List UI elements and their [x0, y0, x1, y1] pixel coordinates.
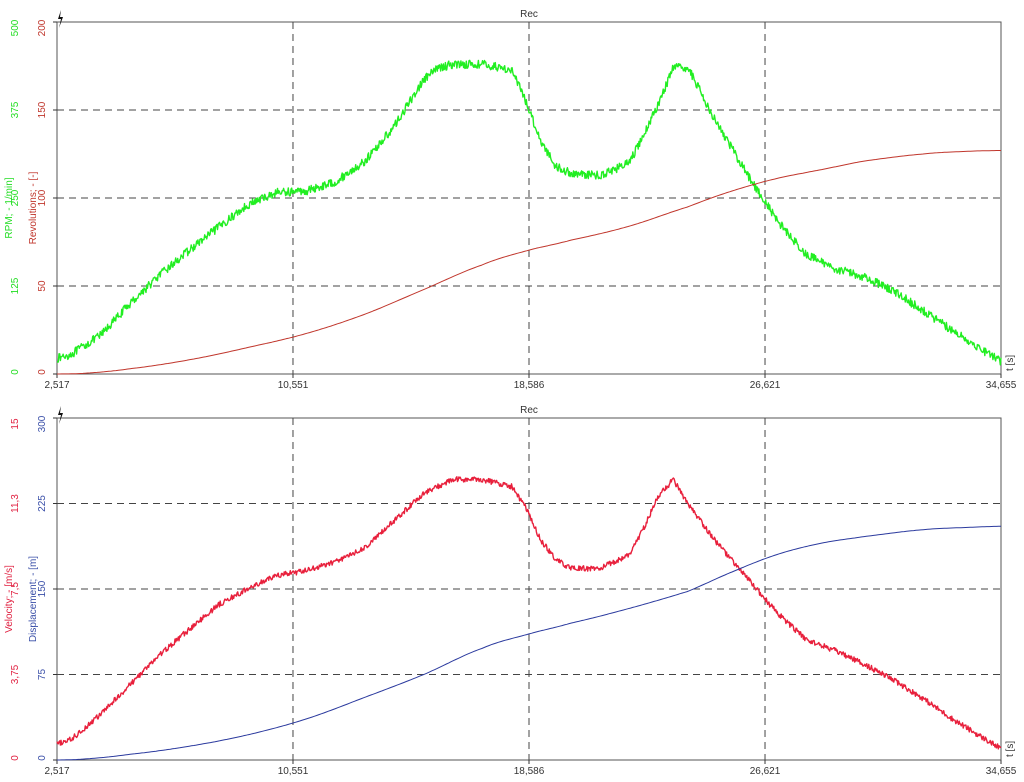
y-tick-label: 100	[37, 189, 48, 206]
y-tick-label: 200	[37, 19, 48, 36]
y-tick-label: 150	[37, 580, 48, 597]
chart-title: Rec	[520, 405, 538, 416]
y-tick-label: 0	[10, 369, 21, 375]
y-tick-label: 0	[37, 755, 48, 761]
x-tick-label: 2,517	[44, 380, 69, 391]
y-tick-label: 7,5	[10, 582, 21, 596]
series-line-2	[57, 150, 1001, 375]
x-axis-label: t [s]	[1005, 741, 1016, 757]
series-line-1	[56, 476, 1002, 750]
range-marker-icon[interactable]	[58, 10, 63, 28]
y-tick-label: 0	[37, 369, 48, 375]
y-tick-label: 0	[10, 755, 21, 761]
y-tick-label: 500	[10, 19, 21, 36]
x-tick-label: 26,621	[750, 380, 781, 391]
y-tick-label: 75	[37, 669, 48, 681]
chart-panel-2: Rec 2,517 10,551 18,586 26,621 34,655 t [s] 0 3,…	[4, 405, 1017, 777]
y-tick-label: 11,3	[10, 494, 21, 513]
x-axis-label: t [s]	[1005, 355, 1016, 371]
y-axis-label: Displacement; - [m]	[28, 556, 39, 642]
y-axis-label: Velocity; - [m/s]	[4, 565, 15, 633]
chart-title: Rec	[520, 9, 538, 20]
x-tick-label: 2,517	[44, 766, 69, 777]
y-axis-label: RPM; - 1/min]	[4, 177, 15, 238]
x-tick-label: 18,586	[514, 380, 545, 391]
x-tick-label: 18,586	[514, 766, 545, 777]
series-line-2	[57, 525, 1001, 761]
y-axis-label: Revolutions; - [-]	[28, 171, 39, 244]
y-tick-label: 3,75	[10, 664, 21, 684]
y-tick-label: 150	[37, 101, 48, 118]
y-tick-label: 125	[10, 277, 21, 294]
y-tick-label: 225	[37, 495, 48, 512]
grid	[57, 418, 1001, 760]
y-tick-label: 250	[10, 189, 21, 206]
y-tick-label: 50	[37, 280, 48, 292]
x-tick-label: 34,655	[986, 380, 1017, 391]
x-tick-label: 10,551	[278, 766, 309, 777]
x-tick-label: 26,621	[750, 766, 781, 777]
y-tick-label: 15	[10, 418, 21, 430]
y-tick-label: 300	[37, 415, 48, 432]
x-tick-label: 34,655	[986, 766, 1017, 777]
x-tick-label: 10,551	[278, 380, 309, 391]
range-marker-icon[interactable]	[58, 406, 63, 424]
chart-panel-1: Rec 2,517 10,551 18,586 26,621 34,655 t [s] 0 12…	[4, 9, 1017, 391]
series-line-1	[56, 59, 1002, 366]
y-tick-label: 375	[10, 101, 21, 118]
